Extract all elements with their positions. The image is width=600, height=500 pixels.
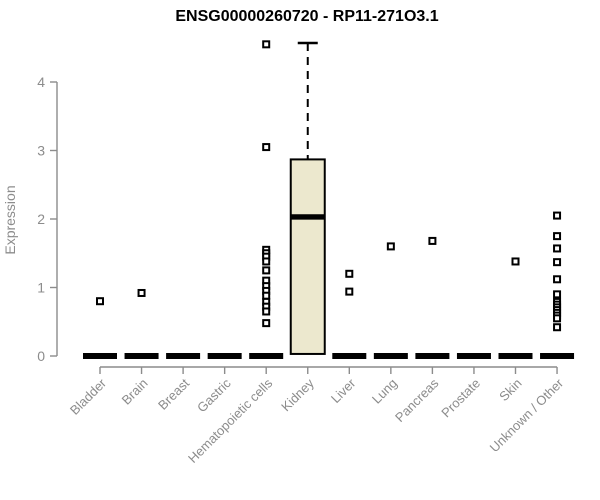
y-tick-label: 0 bbox=[37, 348, 45, 364]
y-tick-label: 4 bbox=[37, 74, 45, 90]
outlier-point bbox=[553, 290, 562, 299]
outlier-point bbox=[553, 275, 562, 284]
x-tick-label: Unknown / Other bbox=[487, 375, 567, 455]
box-kidney bbox=[289, 158, 326, 355]
outlier-point bbox=[553, 323, 562, 332]
y-tick-label: 1 bbox=[37, 280, 45, 296]
outlier-point bbox=[262, 143, 271, 152]
outlier-point bbox=[553, 314, 562, 323]
median-bar-hematopoietic-cells bbox=[249, 353, 284, 359]
median-bar-unknown-other bbox=[540, 353, 575, 359]
chart-title: ENSG00000260720 - RP11-271O3.1 bbox=[175, 8, 439, 25]
outlier-point bbox=[96, 297, 104, 306]
outlier-point bbox=[553, 258, 562, 267]
x-tick-label: Breast bbox=[155, 375, 192, 412]
median-bar-pancreas bbox=[415, 353, 450, 359]
outlier-point bbox=[386, 242, 395, 251]
x-tick-label: Prostate bbox=[438, 376, 483, 421]
outlier-point bbox=[262, 257, 271, 266]
median-line bbox=[290, 214, 325, 220]
x-tick-label: Gastric bbox=[194, 375, 234, 415]
y-tick-label: 2 bbox=[37, 211, 45, 227]
y-tick-label: 3 bbox=[37, 143, 45, 159]
median-bar-brain bbox=[124, 353, 159, 359]
median-bar-liver bbox=[332, 353, 367, 359]
outlier-point bbox=[137, 288, 146, 297]
x-tick-label: Kidney bbox=[278, 375, 317, 414]
x-tick-label: Skin bbox=[496, 376, 524, 404]
outlier-point bbox=[553, 244, 562, 253]
median-bar-prostate bbox=[456, 353, 491, 359]
outlier-point bbox=[553, 232, 562, 241]
median-bar-gastric bbox=[207, 353, 242, 359]
median-bar-bladder bbox=[83, 353, 117, 359]
x-tick-label: Pancreas bbox=[392, 375, 442, 425]
outlier-point bbox=[262, 266, 271, 275]
median-bar-skin bbox=[498, 353, 533, 359]
outlier-point bbox=[428, 236, 437, 245]
outlier-point bbox=[262, 40, 271, 49]
outlier-point bbox=[262, 307, 271, 316]
x-tick-label: Liver bbox=[328, 375, 359, 406]
outlier-point bbox=[262, 319, 271, 328]
median-bar-breast bbox=[166, 353, 201, 359]
x-tick-label: Bladder bbox=[67, 375, 110, 418]
outlier-point bbox=[262, 291, 271, 300]
x-tick-label: Brain bbox=[119, 376, 151, 408]
outlier-point bbox=[511, 257, 520, 266]
outlier-point bbox=[553, 211, 562, 220]
x-tick-label: Lung bbox=[369, 376, 400, 407]
outlier-point bbox=[345, 287, 354, 296]
outlier-point bbox=[345, 269, 354, 278]
median-bar-lung bbox=[373, 353, 408, 359]
